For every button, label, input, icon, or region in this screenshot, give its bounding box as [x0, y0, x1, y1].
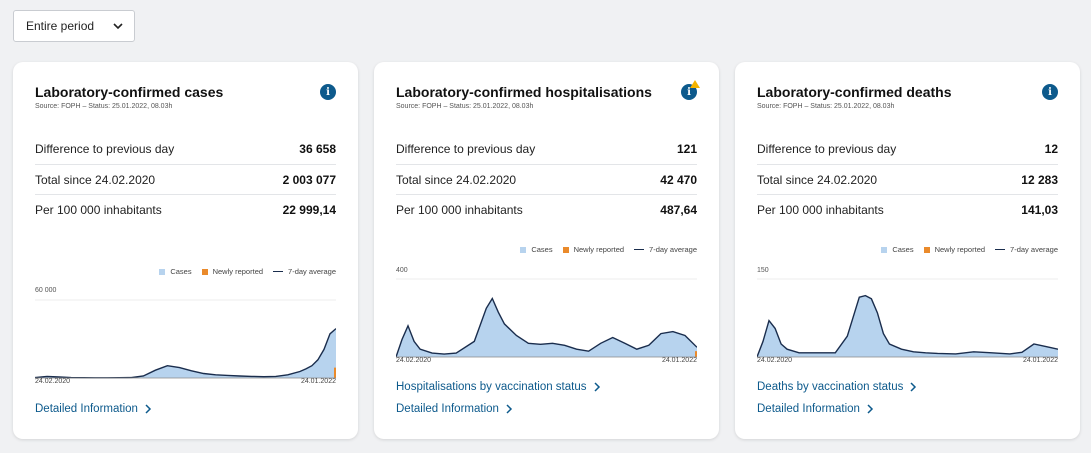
- deaths-by-vaccination-link[interactable]: Deaths by vaccination status: [757, 381, 917, 393]
- stat-value: 12: [1044, 142, 1058, 156]
- legend-cases: Cases: [881, 245, 914, 254]
- legend-cases: Cases: [520, 245, 553, 254]
- stat-label: Per 100 000 inhabitants: [757, 202, 884, 217]
- card-source: Source: FOPH – Status: 25.01.2022, 08.03…: [396, 103, 534, 110]
- stat-value: 487,64: [660, 202, 697, 217]
- date-end: 24.01.2022: [661, 357, 697, 364]
- cases-swatch: [159, 268, 166, 275]
- chart-legend: Cases Newly reported 7-day average: [520, 245, 697, 254]
- stat-label: Total since 24.02.2020: [757, 172, 878, 187]
- detailed-information-link[interactable]: Detailed Information: [396, 403, 513, 415]
- legend-average: 7-day average: [995, 245, 1058, 254]
- stat-label: Per 100 000 inhabitants: [35, 202, 162, 217]
- stat-row: Per 100 000 inhabitants 22 999,14: [35, 194, 336, 224]
- legend-newly-reported: Newly reported: [562, 245, 624, 254]
- cases-area: [35, 328, 336, 378]
- cases-swatch: [881, 246, 888, 253]
- newly-reported-swatch: [201, 268, 208, 275]
- stat-row: Difference to previous day 121: [396, 134, 697, 164]
- stat-row: Total since 24.02.2020 2 003 077: [35, 164, 336, 194]
- newly-reported-bar: [695, 351, 697, 357]
- stat-value: 22 999,14: [282, 202, 336, 217]
- cases-swatch: [520, 246, 527, 253]
- legend-cases: Cases: [159, 267, 192, 276]
- chevron-right-icon: [593, 382, 600, 392]
- cases-card: Laboratory-confirmed cases Source: FOPH …: [13, 62, 358, 439]
- stats-table: Difference to previous day 36 658 Total s…: [35, 134, 336, 224]
- average-swatch: [273, 270, 284, 273]
- chevron-right-icon: [867, 404, 873, 414]
- average-line: [396, 296, 697, 358]
- info-icon[interactable]: i: [1042, 84, 1058, 100]
- detailed-information-link[interactable]: Detailed Information: [757, 403, 874, 415]
- chevron-right-icon: [910, 382, 917, 392]
- stat-value: 2 003 077: [282, 172, 336, 187]
- stats-table: Difference to previous day 12 Total since…: [757, 134, 1058, 224]
- newly-reported-swatch: [923, 246, 930, 253]
- stat-value: 36 658: [299, 142, 336, 156]
- chevron-right-icon: [145, 404, 151, 414]
- chevron-right-icon: [506, 404, 512, 414]
- stat-value: 12 283: [1021, 172, 1058, 187]
- legend-average: 7-day average: [273, 267, 336, 276]
- card-title: Laboratory-confirmed hospitalisations: [396, 84, 652, 100]
- stat-label: Difference to previous day: [35, 142, 175, 156]
- cases-area: [757, 295, 1058, 357]
- hospitalisations-by-vaccination-link[interactable]: Hospitalisations by vaccination status: [396, 381, 601, 393]
- legend-newly-reported: Newly reported: [201, 267, 263, 276]
- deaths-card: Laboratory-confirmed deaths Source: FOPH…: [735, 62, 1080, 439]
- date-start: 24.02.2020: [35, 378, 71, 385]
- card-source: Source: FOPH – Status: 25.01.2022, 08.03…: [757, 103, 895, 110]
- legend-newly-reported: Newly reported: [923, 245, 985, 254]
- date-start: 24.02.2020: [757, 357, 793, 364]
- cases-chart: [35, 299, 336, 379]
- average-swatch: [634, 248, 645, 251]
- date-end: 24.01.2022: [1022, 357, 1058, 364]
- hospitalisations-card: Laboratory-confirmed hospitalisations So…: [374, 62, 719, 439]
- average-swatch: [995, 248, 1006, 251]
- card-title: Laboratory-confirmed deaths: [757, 84, 952, 100]
- newly-reported-swatch: [562, 246, 569, 253]
- chevron-down-icon: [113, 23, 123, 30]
- warning-icon: [690, 80, 700, 88]
- info-icon[interactable]: i: [681, 84, 697, 100]
- detailed-information-link[interactable]: Detailed Information: [35, 403, 152, 415]
- date-end: 24.01.2022: [300, 378, 336, 385]
- stat-label: Difference to previous day: [757, 142, 897, 156]
- chart-legend: Cases Newly reported 7-day average: [881, 245, 1058, 254]
- stat-row: Per 100 000 inhabitants 487,64: [396, 194, 697, 224]
- stat-row: Difference to previous day 36 658: [35, 134, 336, 164]
- stat-row: Total since 24.02.2020 12 283: [757, 164, 1058, 194]
- stat-label: Total since 24.02.2020: [35, 172, 156, 187]
- period-select-value: Entire period: [26, 19, 95, 33]
- y-axis-max: 150: [757, 267, 769, 274]
- hospitalisations-chart: [396, 278, 697, 358]
- average-line: [757, 294, 1058, 358]
- stat-value: 141,03: [1021, 202, 1058, 217]
- chart-legend: Cases Newly reported 7-day average: [159, 267, 336, 276]
- stat-row: Total since 24.02.2020 42 470: [396, 164, 697, 194]
- legend-average: 7-day average: [634, 245, 697, 254]
- y-axis-max: 400: [396, 267, 408, 274]
- stat-label: Per 100 000 inhabitants: [396, 202, 523, 217]
- stats-table: Difference to previous day 121 Total sinc…: [396, 134, 697, 224]
- info-icon[interactable]: i: [320, 84, 336, 100]
- deaths-chart: [757, 278, 1058, 358]
- cases-area: [396, 298, 697, 357]
- stat-label: Difference to previous day: [396, 142, 536, 156]
- newly-reported-bar: [334, 367, 336, 378]
- stat-label: Total since 24.02.2020: [396, 172, 517, 187]
- y-axis-max: 60 000: [35, 287, 57, 294]
- stat-row: Per 100 000 inhabitants 141,03: [757, 194, 1058, 224]
- stat-value: 121: [676, 142, 697, 156]
- card-title: Laboratory-confirmed cases: [35, 84, 224, 100]
- date-start: 24.02.2020: [396, 357, 432, 364]
- card-source: Source: FOPH – Status: 25.01.2022, 08.03…: [35, 103, 173, 110]
- stat-row: Difference to previous day 12: [757, 134, 1058, 164]
- stat-value: 42 470: [660, 172, 697, 187]
- period-select[interactable]: Entire period: [13, 10, 135, 42]
